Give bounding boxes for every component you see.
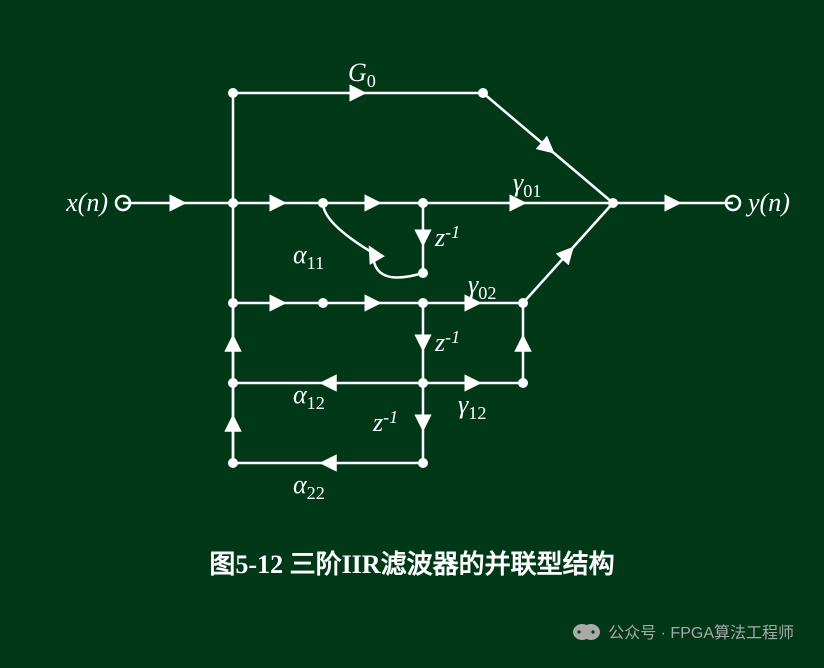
node-i [228, 378, 238, 388]
label-output: y(n) [745, 188, 790, 217]
node-f [318, 298, 328, 308]
label-alpha12: α12 [293, 380, 325, 413]
node-sum [608, 198, 618, 208]
node-c [418, 198, 428, 208]
watermark-text: 公众号 · FPGA算法工程师 [608, 619, 794, 643]
label-alpha11: α11 [293, 240, 324, 273]
node-m [418, 458, 428, 468]
edge [523, 203, 613, 303]
label-z1: z-1 [434, 222, 460, 252]
node-b [318, 198, 328, 208]
node-h [518, 298, 528, 308]
node-j [418, 378, 428, 388]
label-z3: z-1 [372, 407, 398, 437]
label-input: x(n) [65, 188, 108, 217]
label-g0: G0 [348, 58, 376, 91]
caption: 图5-12 三阶IIR滤波器的并联型结构 [209, 549, 614, 579]
label-gamma01: γ01 [513, 168, 541, 201]
node-a [228, 198, 238, 208]
diagram-frame: x(n) y(n) G0 γ01 γ02 γ12 α11 α12 α22 z-1 z-1 z-1 图5-… [3, 3, 821, 605]
edge [323, 203, 423, 278]
label-gamma12: γ12 [458, 390, 486, 423]
node-k [518, 378, 528, 388]
node-d [418, 268, 428, 278]
label-gamma02: γ02 [468, 270, 496, 303]
node-top1 [228, 88, 238, 98]
node-g [418, 298, 428, 308]
edge [483, 93, 613, 203]
node-l [228, 458, 238, 468]
label-z2: z-1 [434, 327, 460, 357]
node-top2 [478, 88, 488, 98]
watermark: 公众号 · FPGA算法工程师 [572, 619, 794, 643]
label-alpha22: α22 [293, 470, 325, 503]
node-e [228, 298, 238, 308]
diagram-svg: x(n) y(n) G0 γ01 γ02 γ12 α11 α12 α22 z-1 z-1 z-1 图5-… [3, 3, 821, 605]
